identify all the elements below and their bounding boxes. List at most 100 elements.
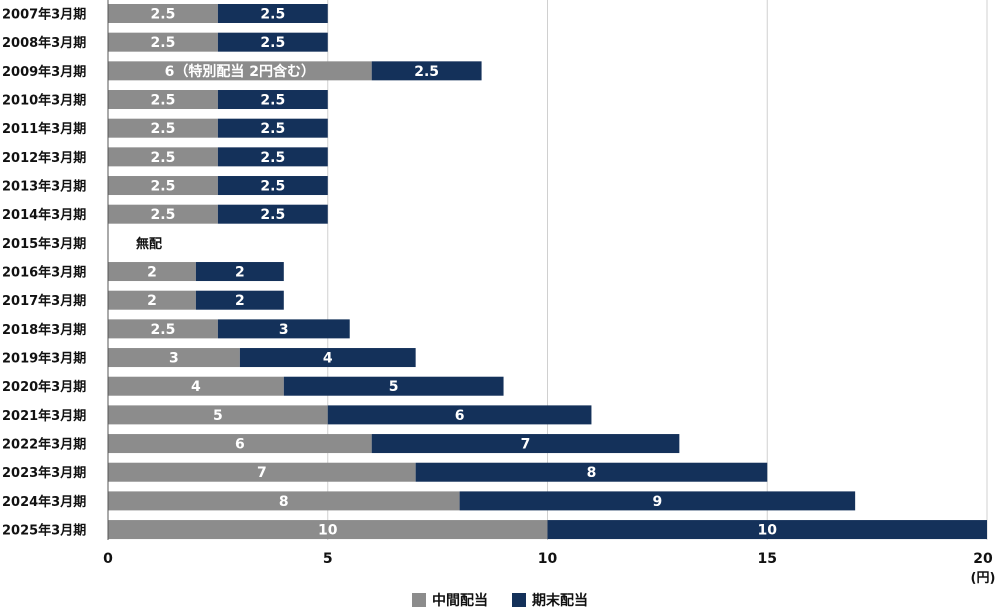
bar-year-end: [415, 462, 768, 482]
data-label: 8: [587, 465, 597, 481]
bar-interim: [108, 434, 372, 454]
data-label: 4: [323, 351, 333, 367]
data-label: 2.5: [151, 179, 176, 195]
bar-year-end: [217, 90, 328, 110]
bar-interim: [108, 204, 218, 224]
data-label: 4: [191, 379, 201, 395]
data-label: 7: [521, 437, 531, 453]
category-label: 2008年3月期: [2, 35, 86, 51]
legend-label-interim: 中間配当: [432, 593, 488, 609]
dividend-chart: 2007年3月期 2.5 2.5 2008年3月期 2.5 2.5 2009年3月期 6（特別…: [2, 0, 996, 586]
data-label: 2: [235, 293, 245, 309]
bar-year-end: [217, 118, 328, 138]
data-label: 2.5: [260, 179, 285, 195]
bar-interim: [108, 90, 218, 110]
bar-year-end: [283, 376, 504, 396]
bar-year-end: [217, 204, 328, 224]
bar-year-end: [217, 147, 328, 167]
category-label: 2022年3月期: [2, 437, 86, 453]
data-label: 10: [758, 523, 778, 539]
category-label: 2011年3月期: [2, 121, 86, 137]
bar-interim: [108, 4, 218, 23]
category-label: 2018年3月期: [2, 322, 86, 338]
x-tick-label: 20: [973, 551, 993, 567]
bar-interim: [108, 462, 416, 482]
bar-interim: [108, 348, 240, 368]
legend-swatch-interim: [412, 593, 426, 607]
bar-year-end: [195, 262, 284, 282]
category-label: 2019年3月期: [2, 351, 86, 367]
legend-label-year-end: 期末配当: [532, 593, 588, 609]
data-label: 2.5: [260, 150, 285, 166]
bar-interim: [108, 405, 328, 425]
data-label: 2.5: [260, 121, 285, 137]
bar-year-end: [327, 405, 592, 425]
bar-interim: [108, 118, 218, 138]
category-label: 2015年3月期: [2, 236, 86, 252]
category-label: 2014年3月期: [2, 207, 86, 223]
annotation-label: 無配: [136, 236, 162, 252]
data-label: 10: [318, 523, 338, 539]
bar-interim: [108, 176, 218, 196]
bar-interim: [108, 319, 218, 339]
unit-label: (円): [971, 571, 996, 586]
category-label: 2013年3月期: [2, 179, 86, 195]
data-label: 2.5: [151, 150, 176, 166]
category-label: 2025年3月期: [2, 523, 86, 539]
bar-year-end: [371, 434, 680, 454]
bar-year-end: [459, 491, 856, 511]
x-tick-label: 0: [103, 551, 113, 567]
data-label: 8: [279, 494, 289, 510]
bar-year-end: [371, 61, 482, 81]
data-label: 2.5: [151, 93, 176, 109]
category-label: 2021年3月期: [2, 408, 86, 424]
data-label: 7: [257, 465, 267, 481]
data-label: 2.5: [260, 207, 285, 223]
category-label: 2017年3月期: [2, 293, 86, 309]
legend-swatch-year-end: [512, 593, 526, 607]
category-label: 2007年3月期: [2, 7, 86, 23]
data-label: 5: [213, 408, 223, 424]
category-label: 2010年3月期: [2, 93, 86, 109]
category-label: 2024年3月期: [2, 494, 86, 510]
data-label: 2.5: [151, 121, 176, 137]
bar-year-end: [217, 176, 328, 196]
legend-item-year-end: 期末配当: [512, 590, 588, 610]
data-label: 2: [147, 293, 157, 309]
data-label: 9: [653, 494, 663, 510]
data-label: 2.5: [260, 35, 285, 51]
bar-interim: [108, 290, 196, 310]
data-label: 2: [147, 265, 157, 281]
data-label: 2.5: [151, 35, 176, 51]
data-label: 3: [169, 351, 179, 367]
x-tick-label: 5: [323, 551, 333, 567]
category-label: 2012年3月期: [2, 150, 86, 166]
data-label: 2.5: [260, 7, 285, 23]
bar-interim: [108, 262, 196, 282]
bar-year-end: [217, 32, 328, 52]
bar-year-end: [547, 520, 987, 540]
data-label: 6: [455, 408, 465, 424]
data-label: 2.5: [260, 93, 285, 109]
x-tick-label: 15: [758, 551, 777, 567]
category-label: 2016年3月期: [2, 265, 86, 281]
data-label: 6: [235, 437, 245, 453]
data-label: 2.5: [151, 7, 176, 23]
category-label: 2023年3月期: [2, 465, 86, 481]
bar-interim: [108, 520, 548, 540]
data-label: 2.5: [151, 207, 176, 223]
bar-year-end: [217, 319, 350, 339]
data-label: 5: [389, 379, 399, 395]
data-label: 6（特別配当 2円含む）: [165, 63, 315, 80]
data-label: 3: [279, 322, 289, 338]
category-label: 2009年3月期: [2, 64, 86, 80]
bar-interim: [108, 61, 372, 81]
legend-item-interim: 中間配当: [412, 590, 488, 610]
bar-interim: [108, 32, 218, 52]
legend: 中間配当 期末配当: [0, 589, 1000, 611]
bar-interim: [108, 491, 460, 511]
bar-year-end: [195, 290, 284, 310]
x-tick-label: 10: [538, 551, 558, 567]
bar-interim: [108, 376, 284, 396]
data-label: 2.5: [414, 64, 439, 80]
